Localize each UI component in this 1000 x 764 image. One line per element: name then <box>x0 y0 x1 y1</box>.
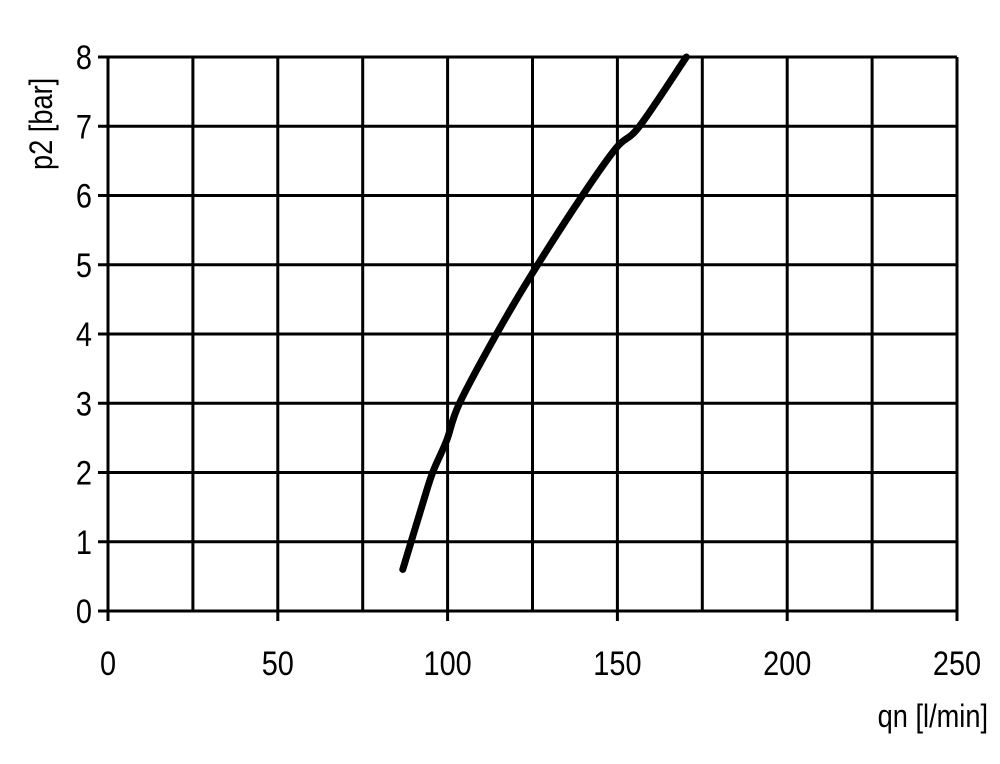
y-tick-labels: 0 1 2 3 4 5 6 7 8 <box>76 38 92 631</box>
y-tick-label: 5 <box>76 246 92 285</box>
x-tick-label: 150 <box>593 644 641 683</box>
y-tick-label: 2 <box>76 453 92 492</box>
x-tick-label: 200 <box>763 644 811 683</box>
x-tick-label: 50 <box>262 644 294 683</box>
y-axis-label: p2 [bar] <box>24 78 60 170</box>
grid <box>98 55 959 621</box>
y-tick-label: 1 <box>76 523 92 562</box>
y-tick-label: 8 <box>76 38 92 77</box>
y-tick-label: 6 <box>76 176 92 215</box>
x-axis-label: qn [l/min] <box>878 699 988 735</box>
y-tick-label: 0 <box>76 592 92 631</box>
y-tick-label: 4 <box>76 315 92 354</box>
series-line <box>399 53 690 573</box>
x-tick-labels: 0 50 100 150 200 250 <box>100 644 981 683</box>
y-tick-label: 3 <box>76 384 92 423</box>
x-tick-label: 250 <box>933 644 981 683</box>
y-tick-label: 7 <box>76 107 92 146</box>
x-tick-label: 0 <box>100 644 116 683</box>
x-tick-label: 100 <box>423 644 471 683</box>
